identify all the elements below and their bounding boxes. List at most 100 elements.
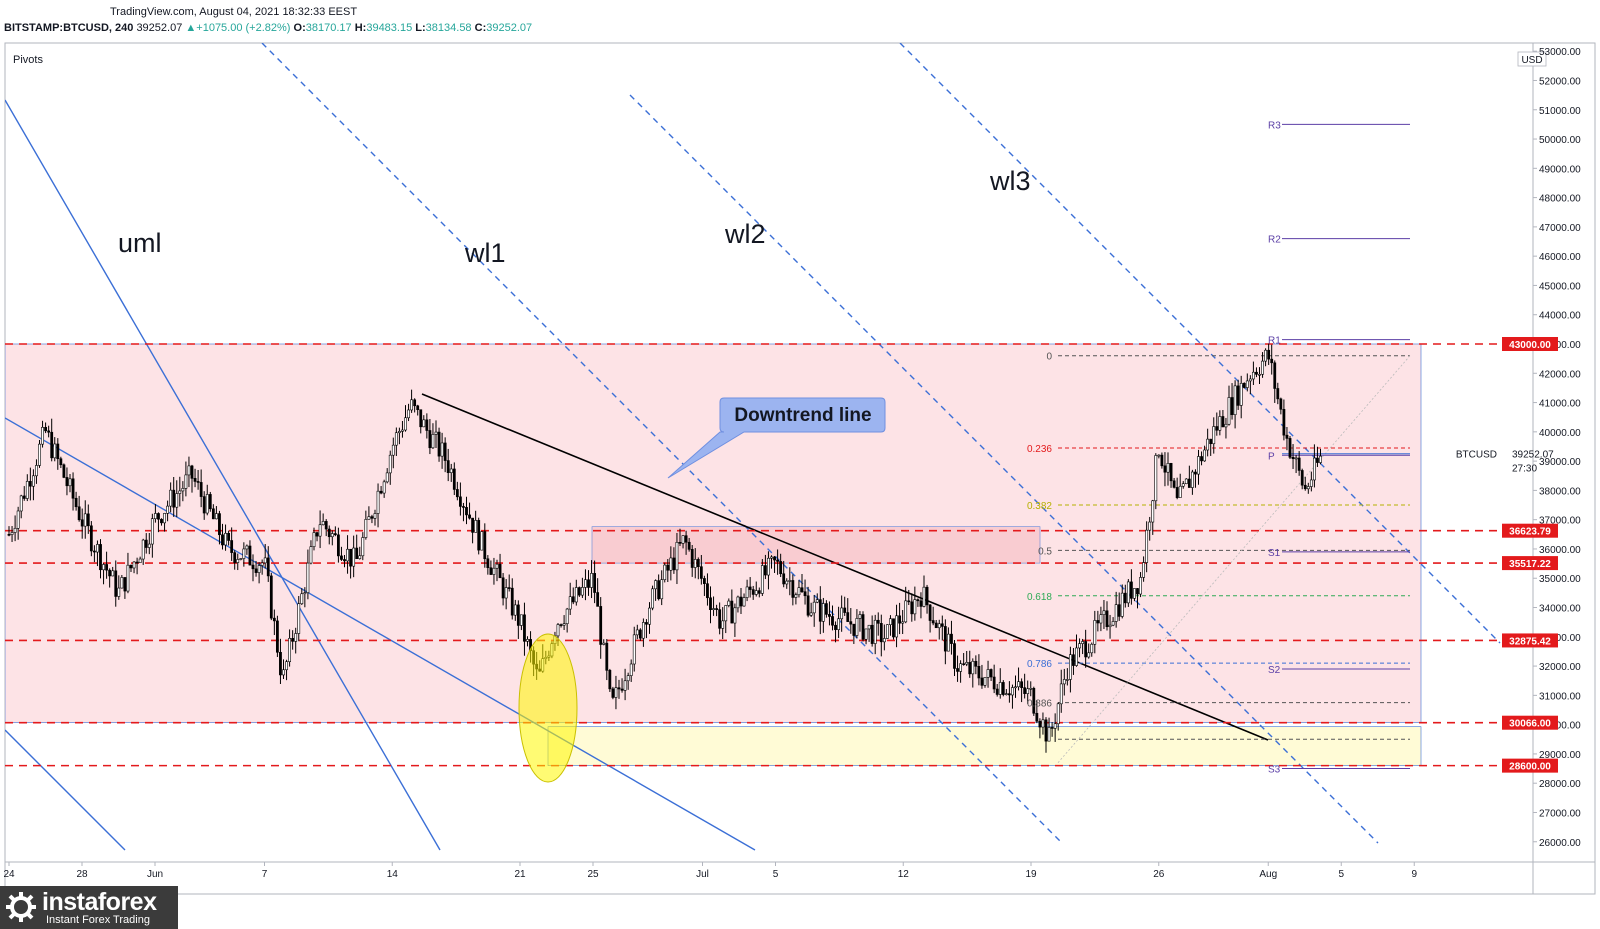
candle-up bbox=[111, 570, 115, 577]
candle-up bbox=[895, 615, 898, 638]
open-value: 38170.17 bbox=[305, 22, 352, 34]
candle-up bbox=[38, 443, 41, 466]
candle-down bbox=[1032, 687, 1036, 714]
candle-up bbox=[166, 505, 170, 514]
candle-down bbox=[1044, 719, 1048, 742]
candle-up bbox=[242, 548, 246, 559]
y-tick-label: 38000.00 bbox=[1539, 486, 1581, 497]
candle-up bbox=[1319, 455, 1322, 463]
candle-down bbox=[702, 578, 706, 584]
time-axis[interactable]: 24 28 Jun 7 14 21 25 Jul 5 12 19 26 Aug 5 9 bbox=[3, 862, 1417, 880]
candle-up bbox=[602, 642, 606, 645]
y-tick-label: 30000.00 bbox=[1539, 721, 1581, 732]
candle-down bbox=[843, 607, 847, 613]
price-axis[interactable]: 53000.00 52000.00 51000.00 50000.00 49000.00… bbox=[1502, 47, 1581, 849]
candle-down bbox=[202, 496, 206, 514]
candle-up bbox=[937, 623, 941, 629]
candle-down bbox=[870, 624, 874, 644]
candle-up bbox=[25, 481, 29, 499]
candle-down bbox=[498, 563, 502, 579]
candle-down bbox=[123, 577, 127, 592]
candle-up bbox=[1133, 588, 1136, 599]
highlight-ellipse bbox=[518, 633, 578, 783]
candle-up bbox=[1203, 449, 1207, 462]
candle-down bbox=[1123, 592, 1127, 604]
candle-down bbox=[824, 603, 828, 615]
candle-down bbox=[919, 600, 923, 607]
candle-down bbox=[657, 580, 661, 600]
candle-up bbox=[971, 660, 975, 675]
y-tick-label: 47000.00 bbox=[1539, 223, 1581, 234]
candle-down bbox=[751, 589, 755, 595]
candle-down bbox=[160, 518, 163, 524]
pivot-label: S1 bbox=[1268, 548, 1281, 559]
candle-up bbox=[492, 567, 496, 575]
y-tick-label: 53000.00 bbox=[1539, 47, 1581, 58]
candle-down bbox=[995, 688, 999, 695]
candle-down bbox=[199, 482, 203, 497]
candle-up bbox=[840, 607, 844, 620]
candle-up bbox=[318, 524, 322, 537]
candle-up bbox=[1069, 654, 1072, 680]
fib-label: 0.886 bbox=[1027, 699, 1052, 710]
candle-up bbox=[1191, 471, 1194, 488]
candle-up bbox=[574, 587, 578, 603]
candle-up bbox=[300, 593, 304, 605]
high-key: H: bbox=[354, 22, 367, 34]
y-tick-label: 39000.00 bbox=[1539, 457, 1581, 468]
candle-up bbox=[263, 557, 267, 564]
candle-up bbox=[120, 577, 124, 589]
candle-up bbox=[1264, 349, 1268, 362]
x-tick-label: 19 bbox=[1025, 869, 1037, 880]
candle-down bbox=[1273, 362, 1277, 389]
candle-down bbox=[757, 590, 761, 594]
y-tick-label: 41000.00 bbox=[1539, 399, 1581, 410]
candle-down bbox=[1316, 457, 1319, 463]
candle-down bbox=[211, 508, 215, 520]
candle-down bbox=[93, 550, 96, 553]
candle-down bbox=[940, 623, 944, 627]
candle-down bbox=[1221, 416, 1225, 428]
candle-down bbox=[333, 533, 337, 536]
level-tag-label: 35517.22 bbox=[1509, 559, 1551, 570]
wl2-line bbox=[629, 94, 1379, 844]
candle-up bbox=[391, 444, 395, 456]
y-tick-label: 46000.00 bbox=[1539, 252, 1581, 263]
candle-down bbox=[1163, 465, 1167, 473]
candle-down bbox=[763, 565, 767, 576]
candle-up bbox=[1011, 687, 1014, 696]
candle-up bbox=[584, 579, 587, 588]
candle-up bbox=[169, 489, 173, 507]
candle-down bbox=[446, 460, 450, 474]
candle-up bbox=[1197, 456, 1200, 475]
candle-up bbox=[117, 587, 121, 597]
candle-up bbox=[721, 620, 725, 629]
candle-down bbox=[86, 513, 90, 527]
x-tick-label: 24 bbox=[3, 869, 15, 880]
candle-up bbox=[889, 618, 892, 625]
candle-down bbox=[468, 514, 471, 519]
candle-down bbox=[1270, 358, 1274, 364]
candle-down bbox=[1297, 457, 1301, 471]
candle-up bbox=[965, 662, 969, 665]
candle-down bbox=[80, 519, 84, 527]
candle-down bbox=[379, 490, 383, 494]
candle-down bbox=[718, 609, 722, 629]
candle-up bbox=[590, 573, 593, 588]
candle-down bbox=[251, 564, 255, 570]
y-tick-label: 52000.00 bbox=[1539, 76, 1581, 87]
candle-up bbox=[837, 618, 841, 630]
candle-down bbox=[172, 489, 176, 508]
last-price: 39252.07 bbox=[136, 22, 183, 34]
candle-up bbox=[815, 599, 819, 603]
candle-up bbox=[178, 490, 182, 494]
candle-up bbox=[1004, 693, 1008, 695]
level-tag-label: 32875.42 bbox=[1509, 636, 1551, 647]
candle-down bbox=[593, 573, 597, 593]
candle-down bbox=[916, 599, 920, 602]
candle-down bbox=[315, 532, 319, 537]
candle-up bbox=[401, 429, 404, 432]
candle-up bbox=[53, 443, 57, 459]
lines-layer bbox=[5, 43, 1533, 851]
